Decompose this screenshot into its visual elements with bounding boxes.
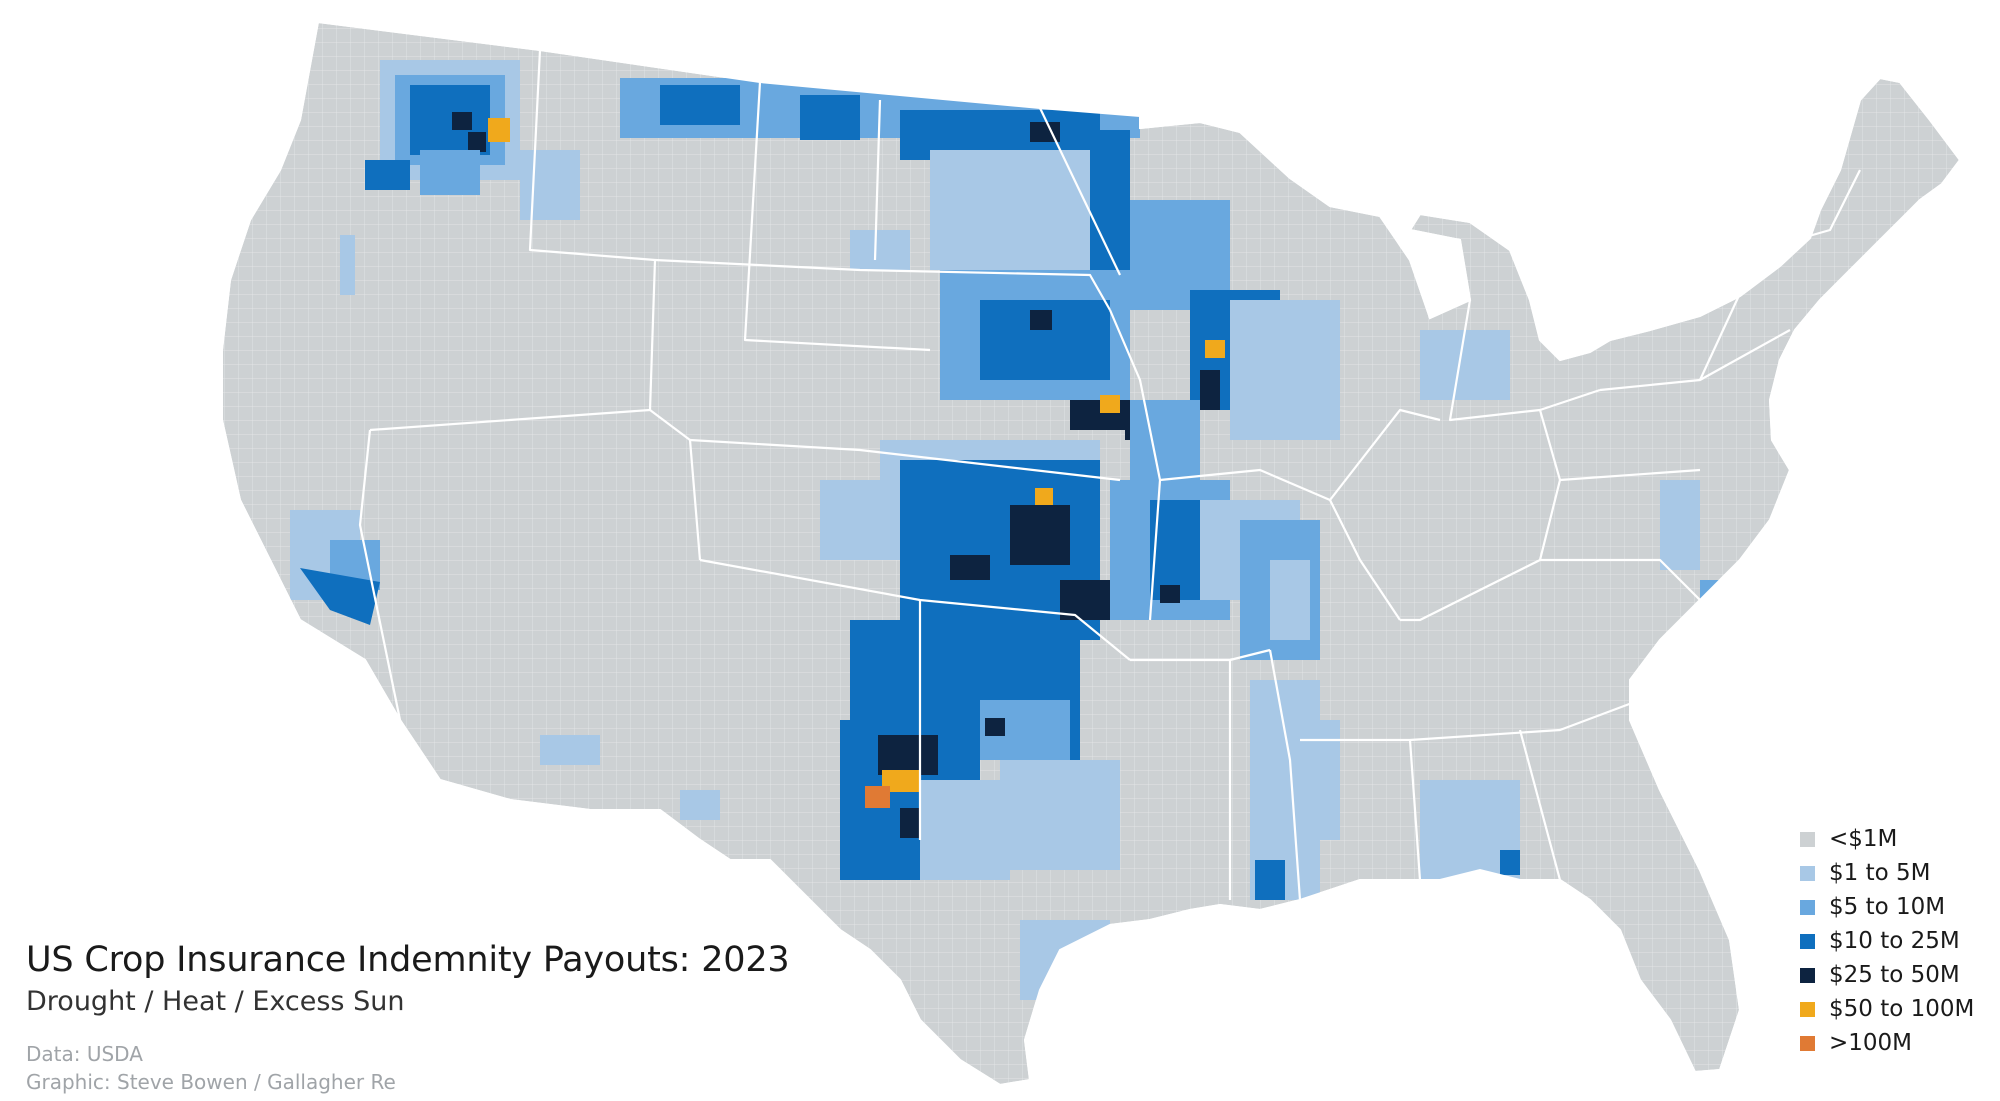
legend-label: $10 to 25M bbox=[1829, 928, 1960, 954]
legend-label: <$1M bbox=[1829, 826, 1898, 852]
legend-label: $25 to 50M bbox=[1829, 962, 1960, 988]
legend-item: $5 to 10M bbox=[1800, 890, 1974, 924]
legend-swatch bbox=[1800, 865, 1815, 881]
map-title-block: US Crop Insurance Indemnity Payouts: 202… bbox=[26, 938, 926, 1020]
legend-item: $10 to 25M bbox=[1800, 924, 1974, 958]
region-central-plains bbox=[820, 270, 1300, 640]
region-northern-plains bbox=[620, 78, 1510, 440]
legend-label: $5 to 10M bbox=[1829, 894, 1946, 920]
legend-swatch bbox=[1800, 831, 1815, 847]
legend-label: $50 to 100M bbox=[1829, 996, 1975, 1022]
map-subtitle: Drought / Heat / Excess Sun bbox=[26, 986, 405, 1017]
state-borders bbox=[358, 49, 1861, 901]
legend-item: $50 to 100M bbox=[1800, 992, 1974, 1026]
legend-swatch bbox=[1800, 899, 1815, 915]
legend-label: >100M bbox=[1829, 1030, 1913, 1056]
legend-item: >100M bbox=[1800, 1026, 1974, 1060]
legend-item: $25 to 50M bbox=[1800, 958, 1974, 992]
legend-swatch bbox=[1800, 1035, 1815, 1051]
region-pacific-northwest bbox=[365, 60, 580, 220]
legend-swatch bbox=[1800, 1001, 1815, 1017]
legend-swatch bbox=[1800, 933, 1815, 949]
legend-item: $1 to 5M bbox=[1800, 856, 1974, 890]
legend-swatch bbox=[1800, 967, 1815, 983]
map-title: US Crop Insurance Indemnity Payouts: 202… bbox=[26, 940, 790, 980]
legend-item: <$1M bbox=[1800, 822, 1974, 856]
legend-label: $1 to 5M bbox=[1829, 860, 1931, 886]
credit-data-source: Data: USDA bbox=[26, 1042, 143, 1066]
region-southern-plains bbox=[840, 620, 1120, 880]
credits: Data: USDA Graphic: Steve Bowen / Gallag… bbox=[26, 1040, 396, 1096]
credit-graphic: Graphic: Steve Bowen / Gallagher Re bbox=[26, 1070, 396, 1094]
legend: <$1M $1 to 5M $5 to 10M $10 to 25M $25 t… bbox=[1800, 822, 1974, 1060]
